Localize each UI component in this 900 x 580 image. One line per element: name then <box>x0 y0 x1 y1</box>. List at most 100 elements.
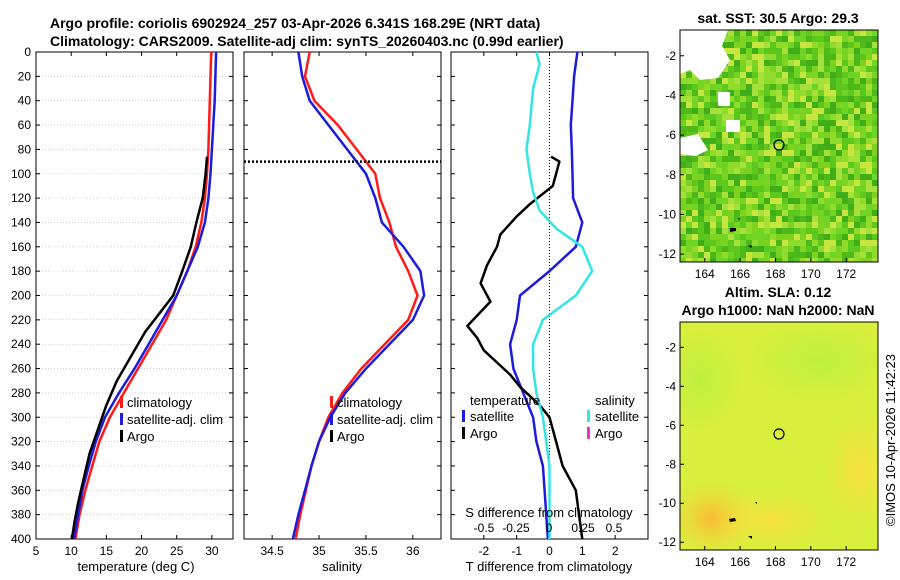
sst-cell <box>758 192 764 198</box>
sst-cell <box>746 78 752 84</box>
y-tick-label: 260 <box>11 362 31 376</box>
sst-cell <box>710 162 716 168</box>
difference-panel: -2 -1 0 1 2 temperature satellite Argo salin… <box>450 51 649 574</box>
sst-cell <box>680 240 686 246</box>
sst-cell <box>770 162 776 168</box>
temperature-panel: 0 20 40 60 80 100 120 140 160 180 200 220 240 260 280 3… <box>11 45 234 574</box>
sst-cell <box>788 108 794 114</box>
sst-cell <box>740 132 746 138</box>
sst-cell <box>734 66 740 72</box>
sst-cell <box>698 228 704 234</box>
sst-cell <box>806 66 812 72</box>
sst-cell <box>770 204 776 210</box>
sst-cell <box>728 84 734 90</box>
sst-cell <box>788 240 794 246</box>
sst-cell <box>854 126 860 132</box>
sst-cell <box>872 96 878 102</box>
sst-cell <box>776 204 782 210</box>
x-tick-label: -2 <box>478 544 489 558</box>
sst-cell <box>818 156 824 162</box>
sst-cell <box>800 258 806 262</box>
sst-cell <box>818 36 824 42</box>
sst-cell <box>680 252 686 258</box>
sst-cell <box>800 132 806 138</box>
sst-cell <box>830 144 836 150</box>
sst-cell <box>734 156 740 162</box>
sst-cell <box>842 234 848 240</box>
sst-cell <box>698 222 704 228</box>
sst-cell <box>710 138 716 144</box>
sst-cell <box>866 48 872 54</box>
argo-float-marker <box>773 428 785 440</box>
s-tick-label: -0.5 <box>474 521 495 535</box>
sst-cell <box>860 72 866 78</box>
sst-cell <box>686 216 692 222</box>
s-difference-xlabel: S difference from climatology <box>465 505 633 520</box>
sst-cell <box>818 48 824 54</box>
legend-swatch-satellite <box>330 413 333 425</box>
sst-cell <box>710 222 716 228</box>
sst-cell <box>734 228 740 234</box>
sst-cell <box>764 180 770 186</box>
legend-sal-satellite: satellite <box>595 409 639 424</box>
sst-cell <box>806 168 812 174</box>
sst-cell <box>680 156 686 162</box>
sst-cell <box>776 180 782 186</box>
sst-cell <box>698 90 704 96</box>
sst-cell <box>776 42 782 48</box>
sst-cell <box>740 222 746 228</box>
sst-cell <box>866 42 872 48</box>
sst-cell <box>812 234 818 240</box>
sst-cell <box>782 258 788 262</box>
sst-cell <box>800 54 806 60</box>
legend-temp-satellite: satellite <box>470 409 514 424</box>
sst-cell <box>836 240 842 246</box>
sst-cell <box>734 240 740 246</box>
sst-cell <box>806 126 812 132</box>
sst-cell <box>680 168 686 174</box>
sst-cell <box>758 222 764 228</box>
x-tick-label: 170 <box>801 267 821 281</box>
sst-cell <box>866 246 872 252</box>
sst-cell <box>758 210 764 216</box>
sst-cell <box>764 42 770 48</box>
sst-cell <box>860 126 866 132</box>
sst-cell <box>812 126 818 132</box>
sst-cell <box>722 210 728 216</box>
sst-cell <box>728 36 734 42</box>
sst-cell <box>764 96 770 102</box>
sla-anomaly <box>710 490 830 550</box>
sst-cell <box>848 222 854 228</box>
sst-cell <box>860 216 866 222</box>
sst-cell <box>764 60 770 66</box>
sst-cell <box>764 174 770 180</box>
sst-cell <box>734 36 740 42</box>
sst-cell <box>776 84 782 90</box>
sst-cell <box>722 84 728 90</box>
sst-cell <box>776 90 782 96</box>
sst-cell <box>770 228 776 234</box>
sst-cell <box>740 156 746 162</box>
sst-cell <box>842 114 848 120</box>
sst-cell <box>818 198 824 204</box>
sst-cell <box>716 120 722 126</box>
sst-cell <box>710 150 716 156</box>
sst-cell <box>872 258 878 262</box>
sst-cell <box>692 174 698 180</box>
sst-cell <box>812 252 818 258</box>
sst-cell <box>824 156 830 162</box>
sst-cell <box>872 192 878 198</box>
sst-cell <box>734 144 740 150</box>
sst-cell <box>776 66 782 72</box>
sst-cell <box>854 72 860 78</box>
sst-cell <box>728 204 734 210</box>
sst-cell <box>758 156 764 162</box>
sst-cell <box>758 216 764 222</box>
sst-cell <box>692 210 698 216</box>
legend-swatch-temp-argo <box>462 427 465 439</box>
y-tick-label: -12 <box>659 247 677 261</box>
sst-cell <box>704 186 710 192</box>
sst-cell <box>830 132 836 138</box>
sst-cell <box>704 216 710 222</box>
sst-cell <box>716 180 722 186</box>
